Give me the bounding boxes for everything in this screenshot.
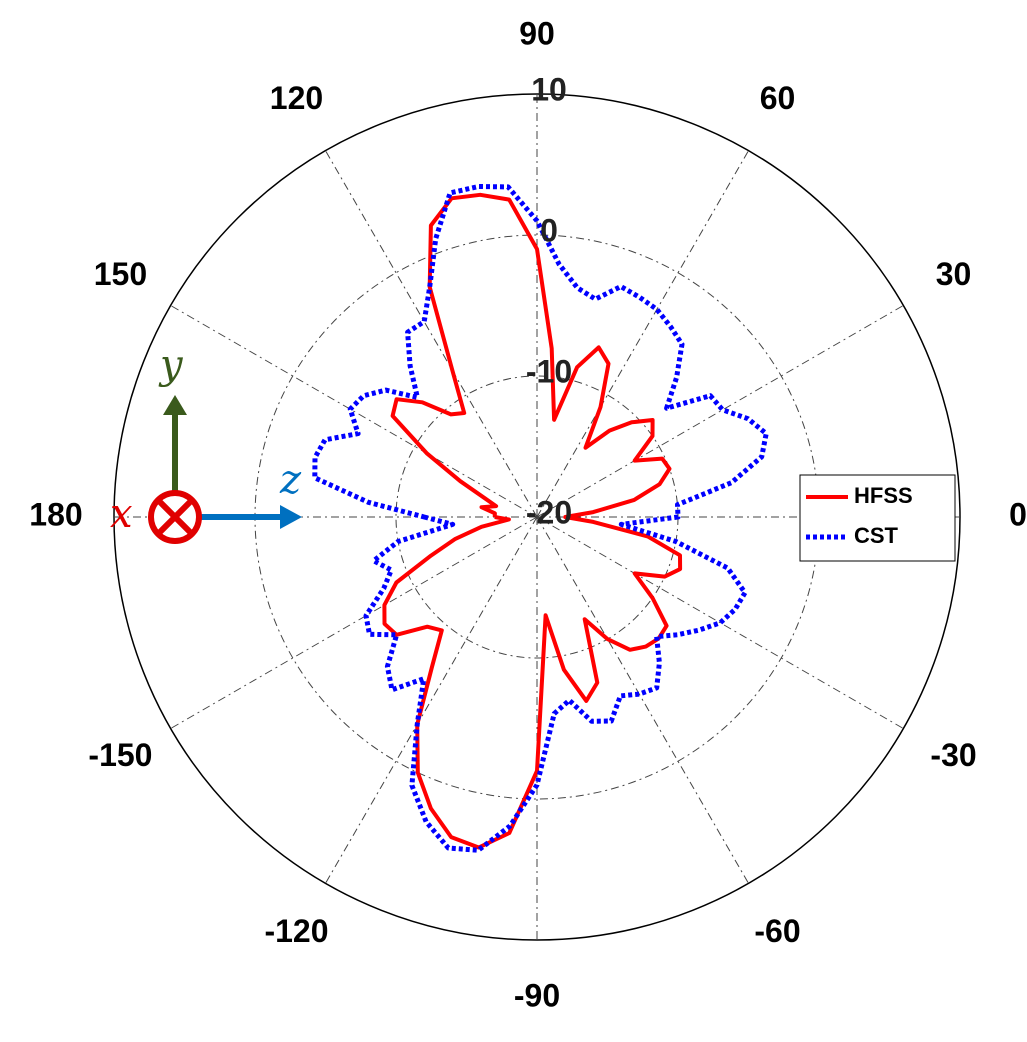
theta-tick-label: -150	[88, 737, 152, 773]
legend-box	[799, 474, 956, 562]
plot	[312, 184, 769, 853]
spoke	[536, 516, 749, 884]
legend: HFSS CST	[799, 474, 956, 562]
theta-tick-label: 90	[519, 15, 555, 51]
theta-tick-label: -60	[754, 913, 800, 949]
theta-tick-label: 150	[94, 256, 147, 292]
series-line	[312, 184, 769, 853]
labels: -20 -10 0 10 0 30 60 90 120 150 180 -150 -120 -90 -60 -…	[29, 15, 1027, 1013]
r-tick-label: 0	[540, 212, 558, 248]
axis-annotation: z	[279, 457, 302, 503]
spoke	[536, 150, 749, 518]
spoke	[536, 516, 904, 729]
r-tick-label: -20	[526, 494, 572, 530]
z-arrow-head	[280, 505, 302, 529]
r-tick-label: 10	[531, 71, 567, 107]
axis-annotation: y	[158, 342, 184, 388]
legend-label: CST	[854, 523, 899, 548]
spoke	[325, 150, 538, 518]
spoke	[170, 305, 538, 518]
theta-tick-label: -90	[514, 977, 560, 1013]
legend-label: HFSS	[854, 483, 913, 508]
spoke	[536, 305, 904, 518]
theta-tick-label: -30	[930, 737, 976, 773]
theta-tick-label: 60	[760, 80, 796, 116]
spoke	[170, 516, 538, 729]
spoke	[325, 516, 538, 884]
y-arrow-head	[163, 395, 187, 415]
theta-tick-label: 30	[936, 256, 972, 292]
x-cross	[157, 499, 193, 535]
r-tick-label: -10	[526, 353, 572, 389]
theta-tick-label: 120	[270, 80, 323, 116]
theta-tick-label: 0	[1009, 496, 1027, 532]
theta-tick-label: -120	[264, 913, 328, 949]
outer-circle	[113, 93, 961, 941]
coordinate-icon: y x z	[110, 342, 302, 544]
theta-tick-label: 180	[29, 496, 82, 532]
axis-annotation: x	[110, 491, 133, 537]
